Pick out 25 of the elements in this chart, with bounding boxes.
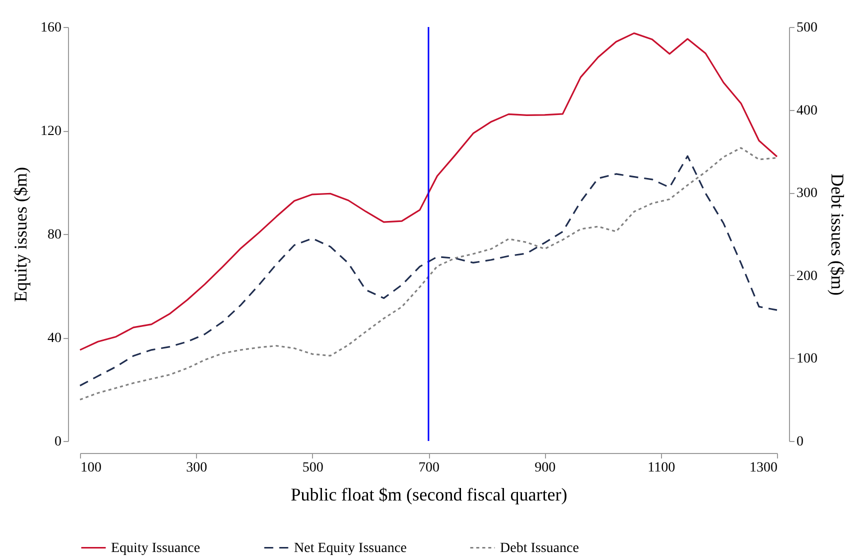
y2-tick-label: 300 — [796, 186, 818, 202]
x-tick-label: 700 — [418, 460, 440, 476]
y2-tick-label: 0 — [796, 434, 804, 450]
y2-axis-title: Debt issues ($m) — [828, 174, 848, 296]
y-tick-label: 0 — [54, 434, 62, 450]
line-series — [79, 32, 778, 351]
legend-label: Debt Issuance — [500, 540, 579, 556]
y2-tick-label: 500 — [796, 20, 818, 36]
legend-label: Net Equity Issuance — [294, 540, 407, 556]
x-tick-label: 900 — [534, 460, 556, 476]
y-tick-label: 40 — [48, 331, 62, 346]
y-tick-label: 120 — [40, 124, 62, 139]
y2-tick-label: 100 — [796, 352, 818, 367]
y-tick-label: 160 — [40, 20, 62, 36]
x-tick-label: 500 — [302, 460, 324, 476]
y-tick-label: 80 — [48, 228, 62, 242]
x-tick-label: 100 — [80, 460, 102, 476]
x-tick-label: 300 — [186, 460, 208, 476]
x-axis-title: Public float $m (second fiscal quarter) — [290, 484, 568, 504]
legend-label: Equity Issuance — [111, 540, 200, 556]
y2-tick-label: 200 — [796, 268, 818, 284]
x-tick-label: 1300 — [750, 460, 778, 476]
y2-tick-label: 400 — [796, 103, 818, 118]
y-axis-title: Equity issues ($m) — [10, 167, 30, 302]
x-tick-label: 1100 — [648, 460, 676, 476]
